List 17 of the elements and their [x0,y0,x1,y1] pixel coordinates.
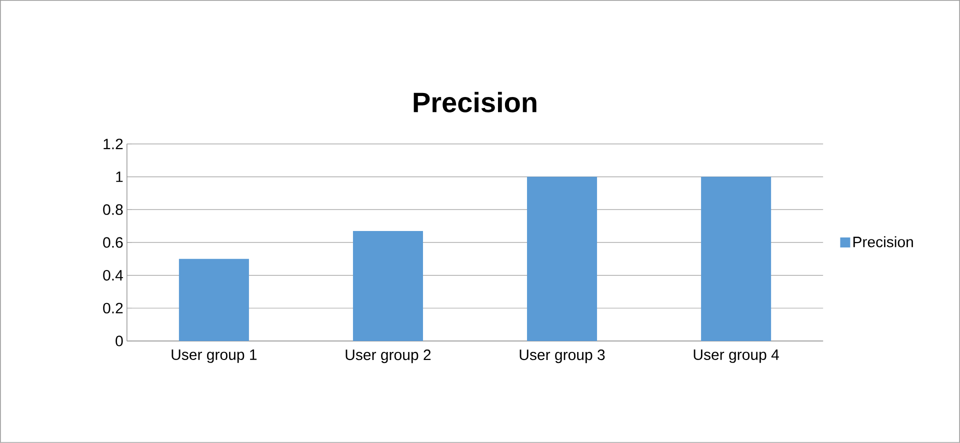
y-tick-label: 0.8 [103,204,123,215]
legend-label: Precision [853,236,913,248]
x-tick-label: User group 4 [694,350,779,363]
y-tick-label: 0 [116,336,123,346]
y-tick-label: 1 [116,172,123,182]
y-tick-label: 1.2 [104,138,123,150]
x-tick-label: User group 3 [520,350,605,364]
bar [527,176,598,342]
chart-title: Precision [414,92,536,112]
y-tick-label: 0.4 [103,270,123,281]
x-tick-label: User group 1 [172,350,257,363]
y-tick-label: 0.6 [103,237,123,248]
bar [178,258,249,342]
bar [701,176,772,342]
y-tick-label: 0.2 [103,302,123,314]
bar [352,231,423,342]
x-tick-label: User group 2 [346,350,431,364]
